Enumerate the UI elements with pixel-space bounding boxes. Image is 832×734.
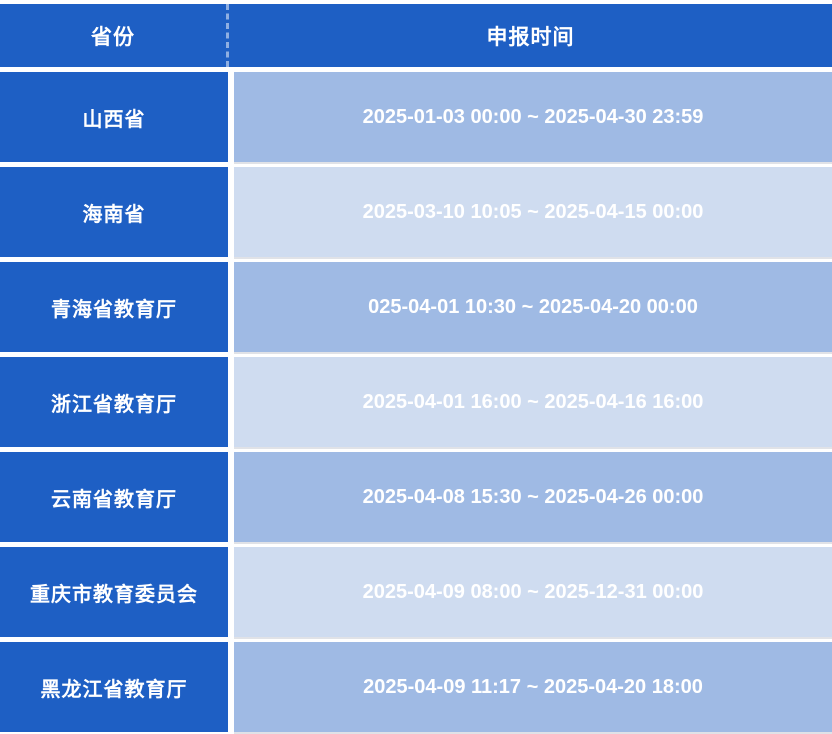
table-row: 青海省教育厅 025-04-01 10:30 ~ 2025-04-20 00:0…: [0, 262, 832, 352]
time-cell: 2025-01-03 00:00 ~ 2025-04-30 23:59: [234, 72, 832, 162]
time-cell: 2025-04-09 11:17 ~ 2025-04-20 18:00: [234, 642, 832, 732]
table-header-row: 省份 申报时间: [0, 4, 832, 67]
table-row: 重庆市教育委员会 2025-04-09 08:00 ~ 2025-12-31 0…: [0, 547, 832, 637]
header-province: 省份: [0, 4, 229, 67]
table-row: 海南省 2025-03-10 10:05 ~ 2025-04-15 00:00: [0, 167, 832, 257]
province-cell: 黑龙江省教育厅: [0, 642, 228, 732]
table-row: 云南省教育厅 2025-04-08 15:30 ~ 2025-04-26 00:…: [0, 452, 832, 542]
province-cell: 海南省: [0, 167, 228, 257]
province-cell: 山西省: [0, 72, 228, 162]
table-body: 山西省 2025-01-03 00:00 ~ 2025-04-30 23:59 …: [0, 72, 832, 732]
table-row: 浙江省教育厅 2025-04-01 16:00 ~ 2025-04-16 16:…: [0, 357, 832, 447]
header-declaration-time: 申报时间: [486, 25, 575, 49]
table-row: 山西省 2025-01-03 00:00 ~ 2025-04-30 23:59: [0, 72, 832, 162]
province-cell: 重庆市教育委员会: [0, 547, 228, 637]
time-cell: 025-04-01 10:30 ~ 2025-04-20 00:00: [234, 262, 832, 352]
province-cell: 云南省教育厅: [0, 452, 228, 542]
time-cell: 2025-04-08 15:30 ~ 2025-04-26 00:00: [234, 452, 832, 542]
time-cell: 2025-03-10 10:05 ~ 2025-04-15 00:00: [234, 167, 832, 257]
table-row: 黑龙江省教育厅 2025-04-09 11:17 ~ 2025-04-20 18…: [0, 642, 832, 732]
time-cell: 2025-04-01 16:00 ~ 2025-04-16 16:00: [234, 357, 832, 447]
time-cell: 2025-04-09 08:00 ~ 2025-12-31 00:00: [234, 547, 832, 637]
province-declaration-table: 省份 申报时间 山西省 2025-01-03 00:00 ~ 2025-04-3…: [0, 4, 832, 732]
province-cell: 浙江省教育厅: [0, 357, 228, 447]
province-cell: 青海省教育厅: [0, 262, 228, 352]
